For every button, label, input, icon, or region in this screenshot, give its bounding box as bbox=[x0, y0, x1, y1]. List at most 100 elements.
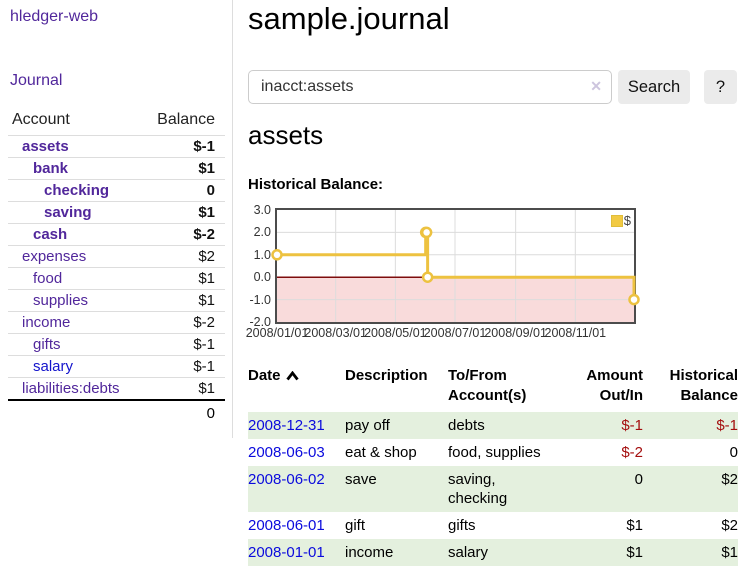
register-table: Date Description To/From Account(s) Amount … bbox=[248, 364, 738, 566]
account-link[interactable]: assets bbox=[22, 138, 69, 155]
register-description-cell: income bbox=[345, 544, 394, 561]
accounts-header-row: Account Balance bbox=[8, 108, 225, 136]
account-balance: $1 bbox=[140, 201, 225, 224]
register-header-label: Amount Out/In bbox=[586, 367, 643, 404]
register-row: 2008-12-31 pay off debts $-1 $-1 bbox=[248, 412, 738, 439]
account-row: salary $-1 bbox=[8, 355, 225, 378]
x-axis-label: 2008/09/01 bbox=[484, 326, 547, 340]
register-balance-cell: 0 bbox=[729, 444, 738, 461]
account-balance: $-1 bbox=[140, 355, 225, 378]
register-row: 2008-06-02 save saving, checking 0 $2 bbox=[248, 466, 738, 512]
y-axis-label: -2.0 bbox=[249, 315, 271, 329]
register-row: 2008-06-03 eat & shop food, supplies $-2 0 bbox=[248, 439, 738, 466]
account-name-cell: gifts bbox=[8, 333, 140, 356]
account-link[interactable]: gifts bbox=[33, 336, 61, 353]
register-balance-cell: $1 bbox=[721, 544, 738, 561]
register-header-label: Historical Balance bbox=[669, 367, 738, 404]
register-accounts-cell: food, supplies bbox=[448, 444, 541, 461]
register-row: 2008-06-01 gift gifts $1 $2 bbox=[248, 512, 738, 539]
register-header-description: Description bbox=[345, 364, 448, 412]
transaction-date-link[interactable]: 2008-06-01 bbox=[248, 517, 325, 534]
register-balance-cell: $2 bbox=[721, 471, 738, 488]
register-description-cell: pay off bbox=[345, 417, 390, 434]
legend-label: $ bbox=[623, 213, 631, 228]
sidebar: hledger-web Journal Account Balance asse… bbox=[0, 0, 233, 438]
register-balance-cell: $2 bbox=[721, 517, 738, 534]
search-input[interactable] bbox=[248, 70, 612, 104]
transaction-date-link[interactable]: 2008-06-02 bbox=[248, 471, 325, 488]
account-balance: $-2 bbox=[140, 311, 225, 334]
register-header-amount: Amount Out/In bbox=[573, 364, 643, 412]
x-axis-label: 2008/01/01 bbox=[245, 326, 309, 340]
accounts-header-balance: Balance bbox=[157, 111, 215, 128]
account-name-cell: bank bbox=[8, 157, 140, 180]
account-link[interactable]: cash bbox=[33, 226, 68, 243]
account-name-cell: liabilities:debts bbox=[8, 377, 140, 400]
nav-journal-link[interactable]: Journal bbox=[10, 72, 63, 89]
account-row: liabilities:debts $1 bbox=[8, 377, 225, 400]
register-date-cell: 2008-06-01 bbox=[248, 512, 345, 539]
account-link[interactable]: income bbox=[22, 314, 71, 331]
register-description-cell: save bbox=[345, 471, 377, 488]
register-accounts-cell: gifts bbox=[448, 517, 476, 534]
register-date-cell: 2008-06-03 bbox=[248, 439, 345, 466]
account-balance: $1 bbox=[140, 289, 225, 312]
account-link[interactable]: bank bbox=[33, 160, 69, 177]
register-balance-cell: $-1 bbox=[716, 417, 738, 434]
account-balance: $-2 bbox=[140, 223, 225, 246]
register-date-cell: 2008-06-02 bbox=[248, 466, 345, 512]
x-axis-label: 2008/05/01 bbox=[364, 326, 427, 340]
register-header-accounts: To/From Account(s) bbox=[448, 364, 573, 412]
main-content: sample.journal ✕ Search ? assets Histori… bbox=[245, 0, 742, 582]
accounts-header-account: Account bbox=[12, 111, 70, 128]
y-axis-label: 1.0 bbox=[253, 247, 271, 262]
x-axis-label: 2008/03/01 bbox=[304, 326, 367, 340]
chart-plot-area[interactable]: $ bbox=[271, 208, 640, 324]
account-name-cell: checking bbox=[8, 179, 140, 202]
account-balance: $1 bbox=[140, 267, 225, 290]
account-heading: assets bbox=[248, 120, 324, 150]
register-header-date[interactable]: Date bbox=[248, 364, 345, 412]
account-row: income $-2 bbox=[8, 311, 225, 334]
account-row: supplies $1 bbox=[8, 289, 225, 312]
account-name-cell: food bbox=[8, 267, 140, 290]
app-brand-link[interactable]: hledger-web bbox=[10, 8, 99, 25]
register-accounts-cell: salary bbox=[448, 544, 489, 561]
register-amount-cell: $-1 bbox=[621, 417, 643, 434]
register-header-row: Date Description To/From Account(s) Amount … bbox=[248, 364, 738, 412]
account-name-cell: assets bbox=[8, 135, 140, 158]
account-link[interactable]: salary bbox=[33, 358, 74, 375]
register-description-cell: eat & shop bbox=[345, 444, 417, 461]
register-header-label: Description bbox=[345, 367, 428, 384]
account-name-cell: salary bbox=[8, 355, 140, 378]
account-balance: $1 bbox=[140, 157, 225, 180]
register-header-label: To/From Account(s) bbox=[448, 367, 527, 404]
account-row: bank $1 bbox=[8, 157, 225, 180]
accounts-total-value: 0 bbox=[140, 399, 225, 425]
register-accounts-cell: saving, checking bbox=[448, 471, 508, 507]
account-link[interactable]: expenses bbox=[22, 248, 87, 265]
account-link[interactable]: supplies bbox=[33, 292, 89, 309]
account-link[interactable]: food bbox=[33, 270, 63, 287]
account-row: expenses $2 bbox=[8, 245, 225, 268]
register-row: 2008-01-01 income salary $1 $1 bbox=[248, 539, 738, 566]
account-link[interactable]: liabilities:debts bbox=[22, 380, 120, 397]
chart-legend: $ bbox=[610, 213, 631, 228]
account-balance: $1 bbox=[140, 377, 225, 400]
help-button[interactable]: ? bbox=[704, 70, 737, 104]
y-axis-label: 3.0 bbox=[253, 203, 271, 217]
account-row: saving $1 bbox=[8, 201, 225, 224]
account-link[interactable]: checking bbox=[44, 182, 110, 199]
account-row: cash $-2 bbox=[8, 223, 225, 246]
account-name-cell: cash bbox=[8, 223, 140, 246]
account-balance: $-1 bbox=[140, 135, 225, 158]
transaction-date-link[interactable]: 2008-06-03 bbox=[248, 444, 325, 461]
transaction-date-link[interactable]: 2008-12-31 bbox=[248, 417, 325, 434]
account-link[interactable]: saving bbox=[44, 204, 92, 221]
y-axis-label: 0.0 bbox=[253, 270, 271, 285]
search-button[interactable]: Search bbox=[618, 70, 690, 104]
transaction-date-link[interactable]: 2008-01-01 bbox=[248, 544, 325, 561]
account-name-cell: supplies bbox=[8, 289, 140, 312]
chart-title: Historical Balance: bbox=[248, 176, 384, 193]
clear-search-icon[interactable]: ✕ bbox=[590, 78, 602, 94]
